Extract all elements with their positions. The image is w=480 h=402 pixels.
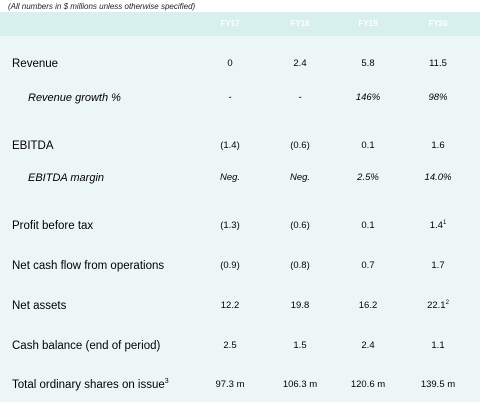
cell-fy19: 5.8 <box>361 58 375 69</box>
footnote-marker: 2 <box>445 299 449 306</box>
cell-fy18: 2.4 <box>293 58 307 69</box>
table-row-revenue: Revenue 0 2.4 5.8 11.5 <box>0 54 480 74</box>
footnote-marker: 3 <box>164 378 169 386</box>
cell-fy17: 0 <box>227 58 233 69</box>
cell-fy17: - <box>228 92 232 103</box>
cell-fy17: (1.3) <box>220 220 240 231</box>
cell-fy20: 98% <box>428 92 448 103</box>
column-header-fy20: FY20 <box>428 19 448 28</box>
row-label: Revenue <box>12 58 59 70</box>
cell-fy20: 14.0% <box>424 172 452 183</box>
table-row-total-shares: Total ordinary shares on issue3 97.3 m 1… <box>0 375 480 395</box>
row-label: Net assets <box>12 300 67 312</box>
row-label: EBITDA <box>12 140 54 152</box>
cell-fy17: (1.4) <box>220 140 240 151</box>
cell-fy19: 120.6 m <box>350 379 386 390</box>
cell-fy19: 146% <box>355 92 381 103</box>
cell-fy19: 0.1 <box>361 140 375 151</box>
cell-fy18: - <box>298 92 302 103</box>
table-row-net-assets: Net assets 12.2 19.8 16.2 22.12 <box>0 296 480 316</box>
cell-fy17: 97.3 m <box>215 379 245 390</box>
table-row-ebitda-margin: EBITDA margin Neg. Neg. 2.5% 14.0% <box>0 168 480 188</box>
row-label: Profit before tax <box>12 220 94 232</box>
cell-fy19: 0.7 <box>361 260 375 271</box>
cell-fy17: 2.5 <box>223 340 237 351</box>
table-row-net-cash-flow: Net cash flow from operations (0.9) (0.8… <box>0 256 480 276</box>
footnote-marker: 1 <box>442 219 447 226</box>
cell-fy19: 16.2 <box>358 300 378 311</box>
financial-table <box>0 36 480 402</box>
column-header-fy18: FY18 <box>290 19 310 28</box>
table-header: FY17 FY18 FY19 FY20 <box>0 12 480 36</box>
cell-fy17: 12.2 <box>220 300 240 311</box>
column-header-fy17: FY17 <box>220 19 240 28</box>
cell-fy17: (0.9) <box>220 260 240 271</box>
cell-fy18: Neg. <box>289 172 311 183</box>
table-row-cash-balance: Cash balance (end of period) 2.5 1.5 2.4… <box>0 336 480 356</box>
cell-fy19: 0.1 <box>361 220 375 231</box>
cell-fy20: 22.12 <box>403 296 473 316</box>
cell-fy20: 1.7 <box>431 260 445 271</box>
row-label: Revenue growth % <box>28 92 121 104</box>
table-row-profit-before-tax: Profit before tax (1.3) (0.6) 0.1 1.41 <box>0 216 480 236</box>
cell-fy18: 106.3 m <box>282 379 318 390</box>
cell-fy18: (0.8) <box>290 260 310 271</box>
table-row-revenue-growth: Revenue growth % - - 146% 98% <box>0 88 480 108</box>
cell-fy19: 2.5% <box>357 172 379 183</box>
table-row-ebitda: EBITDA (1.4) (0.6) 0.1 1.6 <box>0 136 480 156</box>
column-header-fy19: FY19 <box>358 19 378 28</box>
row-label: Net cash flow from operations <box>12 260 165 272</box>
cell-fy20: 11.5 <box>429 58 447 69</box>
cell-fy18: (0.6) <box>290 140 310 151</box>
cell-fy18: 19.8 <box>290 300 310 311</box>
cell-fy18: (0.6) <box>290 220 310 231</box>
cell-value: 1.4 <box>429 220 443 231</box>
cell-fy20: 139.5 m <box>420 379 456 390</box>
cell-fy20: 1.41 <box>403 216 473 236</box>
cell-fy17: Neg. <box>219 172 241 183</box>
cell-fy20: 1.6 <box>431 140 445 151</box>
label-text: Total ordinary shares on issue <box>12 379 165 391</box>
cell-value: 22.1 <box>427 300 446 311</box>
row-label: Cash balance (end of period) <box>12 340 161 352</box>
row-label: EBITDA margin <box>28 172 105 184</box>
cell-fy18: 1.5 <box>293 340 307 351</box>
units-note: (All numbers in $ millions unless otherw… <box>8 2 196 11</box>
cell-fy19: 2.4 <box>361 340 375 351</box>
row-label: Total ordinary shares on issue3 <box>12 375 169 395</box>
cell-fy20: 1.1 <box>431 340 445 351</box>
